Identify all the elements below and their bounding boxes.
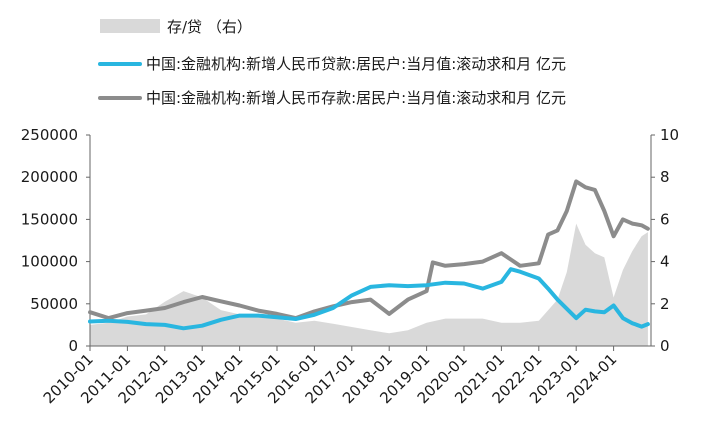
y-left-tick-label: 150000 xyxy=(21,210,78,228)
y-right-tick-label: 10 xyxy=(660,126,679,144)
y-left-tick-label: 100000 xyxy=(21,253,78,271)
y-right-tick-label: 6 xyxy=(660,210,670,228)
y-right-tick-label: 4 xyxy=(660,253,670,271)
legend-label-loans: 中国:金融机构:新增人民币贷款:居民户:当月值:滚动求和月 亿元 xyxy=(146,55,566,73)
y-right-tick-label: 8 xyxy=(660,168,670,186)
legend-label-deposits: 中国:金融机构:新增人民币存款:居民户:当月值:滚动求和月 亿元 xyxy=(146,89,566,107)
y-left-tick-label: 250000 xyxy=(21,126,78,144)
y-left-tick-label: 50000 xyxy=(30,295,78,313)
y-right-tick-label: 0 xyxy=(660,337,670,355)
legend-label-ratio: 存/贷 （右） xyxy=(167,18,252,36)
series-line-deposits xyxy=(88,179,650,321)
y-left-tick-label: 200000 xyxy=(21,168,78,186)
series-area-ratio xyxy=(90,223,648,346)
series-line-loans xyxy=(88,267,650,331)
legend-swatch-ratio xyxy=(100,19,160,33)
y-right-tick-label: 2 xyxy=(660,295,670,313)
y-left-tick-label: 0 xyxy=(68,337,78,355)
